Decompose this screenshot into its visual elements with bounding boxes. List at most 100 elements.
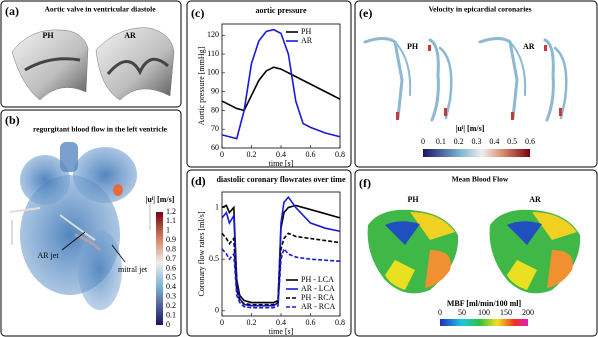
colorbar-tick: 0.9 — [166, 235, 176, 244]
colorbar-tick: 0.3 — [472, 137, 482, 146]
colorbar-label: |uˡ| [m/s] — [146, 195, 175, 204]
panel-label: (c) — [191, 6, 204, 20]
chart-title: diastolic coronary flowrates over time — [216, 175, 345, 184]
legend-label: AR - RCA — [301, 302, 335, 311]
colorbar-tick: 0.1 — [436, 137, 446, 146]
colorbar-tick: 150 — [500, 308, 512, 317]
image-label: PH — [407, 195, 419, 204]
panel-label: (e) — [359, 6, 372, 20]
chart-title: aortic pressure — [255, 6, 306, 15]
line — [221, 195, 341, 307]
colorbar-tick: 0.7 — [166, 254, 176, 263]
valve-image — [106, 57, 169, 76]
y-tick-label: 70 — [211, 124, 219, 133]
panel-title: Mean Blood Flow — [452, 175, 509, 184]
panel-frame — [0, 109, 182, 337]
colorbar-label: MBF [ml/min/100 ml] — [447, 299, 522, 308]
colorbar-tick: 0.4 — [166, 282, 176, 291]
valve-image — [11, 29, 89, 101]
heart-image — [367, 209, 581, 294]
arrow — [61, 231, 86, 251]
colorbar-tick: 50 — [458, 308, 466, 317]
y-axis-label: Aortic pressure [mmHg] — [197, 46, 206, 125]
legend-label: PH - RCA — [301, 293, 335, 302]
colorbar — [156, 212, 163, 325]
colorbar-label: |uˡ| [m/s] — [456, 124, 485, 133]
x-tick-label: 0 — [220, 318, 224, 327]
ventricle-image — [9, 142, 151, 310]
x-tick-label: 0.8 — [335, 150, 345, 159]
image-label: AR — [124, 31, 136, 40]
arrow — [111, 244, 126, 263]
colorbar-tick: 200 — [522, 308, 534, 317]
coronary-image — [363, 37, 568, 122]
panel-frame — [0, 0, 182, 108]
image-label: PH — [407, 42, 419, 51]
legend-label: AR - LCA — [301, 284, 335, 293]
image-label: AR — [529, 195, 541, 204]
image-label: PH — [42, 31, 54, 40]
y-tick-label: 60 — [211, 143, 219, 152]
y-tick-label: 120 — [207, 30, 219, 39]
panel-label: (b) — [5, 113, 20, 127]
legend-label: AR — [301, 36, 313, 45]
line — [221, 232, 341, 306]
colorbar-tick: 0 — [438, 308, 442, 317]
line — [221, 66, 341, 112]
colorbar-tick: 1.1 — [166, 216, 176, 225]
x-tick-label: 0.6 — [306, 318, 316, 327]
coronary-highlight — [396, 45, 562, 120]
legend-label: PH — [301, 27, 311, 36]
annotation: mitral jet — [118, 265, 148, 274]
colorbar-tick: 0.2 — [166, 301, 176, 310]
panel-label: (a) — [5, 4, 19, 18]
colorbar-tick: 0 — [421, 137, 425, 146]
y-tick-label: 1 — [215, 202, 219, 211]
annotation: AR jet — [37, 251, 59, 260]
y-tick-label: 80 — [211, 105, 219, 114]
line — [221, 204, 341, 304]
x-tick-label: 0 — [220, 150, 224, 159]
panel-title: regurgitant blood flow in the left ventr… — [33, 125, 168, 134]
panel-label: (f) — [359, 176, 371, 190]
y-tick-label: 100 — [207, 68, 219, 77]
colorbar-tick: 0.6 — [525, 137, 535, 146]
colorbar-tick: 1 — [166, 226, 170, 235]
line — [221, 247, 341, 309]
legend-label: PH - LCA — [301, 275, 334, 284]
y-axis-label: Coronary flow rates [ml/s] — [197, 211, 206, 296]
x-tick-label: 0.4 — [276, 150, 286, 159]
y-tick-label: 110 — [207, 49, 219, 58]
y-tick-label: 0 — [215, 306, 219, 315]
colorbar-tick: 0.8 — [166, 244, 176, 253]
x-tick-label: 0.4 — [276, 318, 286, 327]
panel-frame — [354, 169, 598, 337]
colorbar-tick: 0.5 — [166, 273, 176, 282]
x-tick-label: 0.6 — [306, 150, 316, 159]
x-tick-label: 0.8 — [335, 318, 345, 327]
y-tick-label: 0.5 — [209, 254, 219, 263]
panel-frame — [354, 0, 598, 168]
colorbar-tick: 100 — [478, 308, 490, 317]
valve-image — [24, 57, 81, 72]
colorbar-tick: 0.3 — [166, 292, 176, 301]
panel-title: Velocity in epicardial coronaries — [428, 5, 531, 14]
panel-title: Aortic valve in ventricular diastole — [44, 5, 156, 14]
colorbar-tick: 0 — [166, 320, 170, 329]
colorbar-tick: 0.4 — [489, 137, 499, 146]
colorbar — [423, 149, 530, 157]
x-axis-label: time [s] — [269, 327, 294, 336]
colorbar — [440, 319, 528, 326]
x-tick-label: 0.2 — [247, 150, 257, 159]
y-tick-label: 90 — [211, 86, 219, 95]
line — [221, 28, 341, 140]
colorbar-tick: 0.6 — [166, 263, 176, 272]
colorbar-tick: 0.5 — [507, 137, 517, 146]
panel-frame — [186, 0, 352, 168]
panel-label: (d) — [191, 174, 206, 188]
x-tick-label: 0.2 — [247, 318, 257, 327]
image-label: AR — [523, 42, 535, 51]
panel-frame — [186, 169, 352, 337]
colorbar-tick: 1.2 — [166, 207, 176, 216]
